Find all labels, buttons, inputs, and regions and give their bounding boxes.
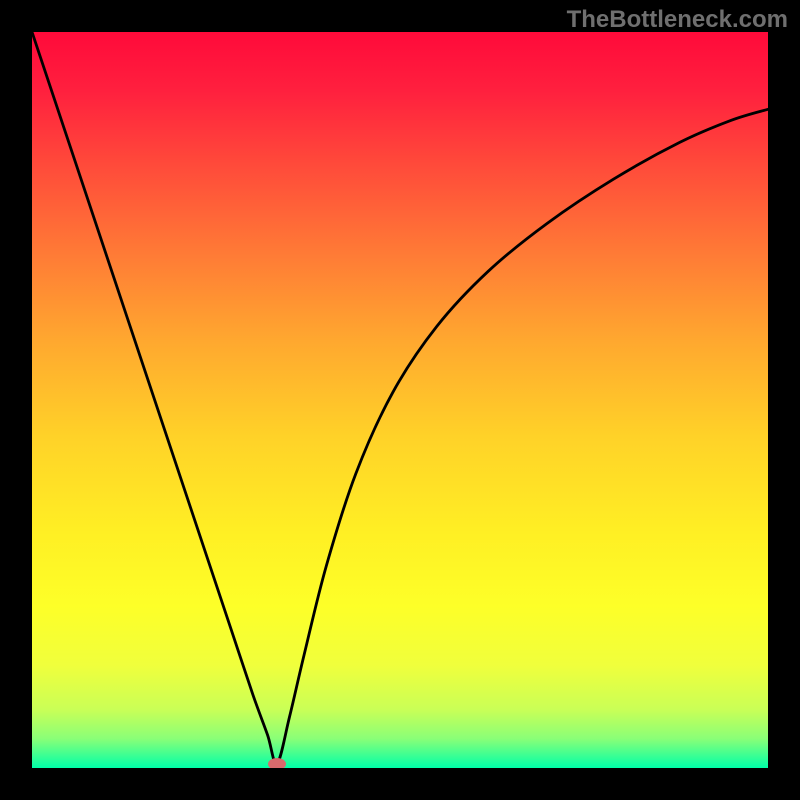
watermark-text: TheBottleneck.com [567,6,788,34]
chart-frame: TheBottleneck.com [0,0,800,800]
bottleneck-curve [32,32,768,768]
plot-area [32,32,768,768]
minimum-marker [268,758,286,768]
bottleneck-curve-path [32,32,768,764]
